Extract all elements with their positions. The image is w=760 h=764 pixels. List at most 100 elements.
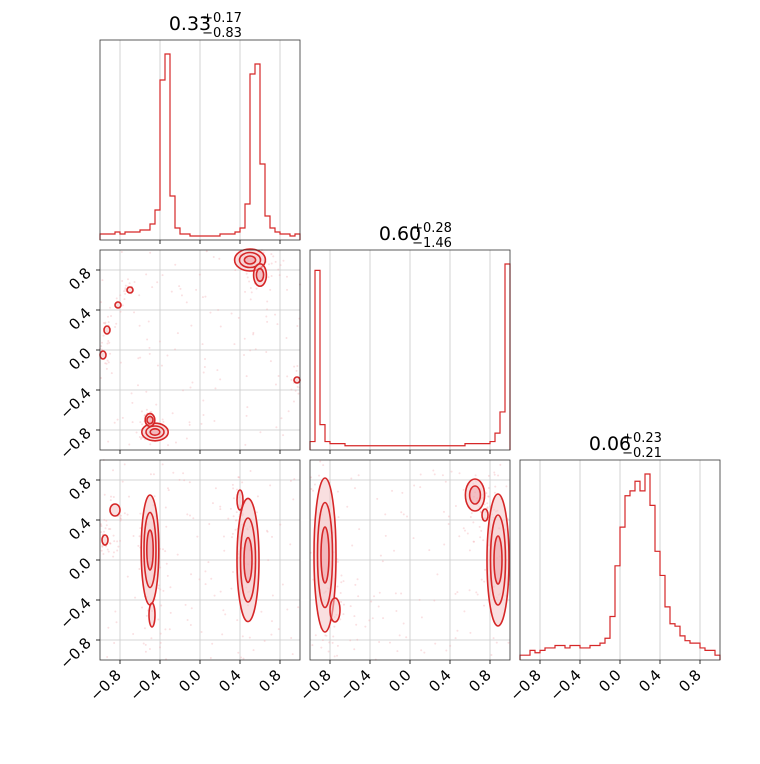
sample-point <box>248 636 251 639</box>
contour-level <box>468 485 482 505</box>
sample-point <box>109 542 112 545</box>
sample-point <box>191 381 194 384</box>
sample-point <box>441 474 444 477</box>
sample-point <box>119 539 122 542</box>
sample-point <box>158 340 161 343</box>
sample-point <box>293 478 296 481</box>
sample-point <box>255 287 258 290</box>
sample-point <box>115 322 118 325</box>
sample-point <box>151 286 154 289</box>
sample-point <box>297 392 300 395</box>
sample-point <box>234 519 237 522</box>
sample-point <box>353 487 356 490</box>
x-tick-label: 0.8 <box>255 666 285 696</box>
y-tick-label: 0.4 <box>65 304 95 334</box>
contour-level <box>149 427 161 436</box>
sample-point <box>472 521 475 524</box>
sample-point <box>140 436 143 439</box>
sample-point <box>393 549 396 552</box>
sample-point <box>216 369 219 372</box>
title-plus-error: +0.17 <box>202 11 242 26</box>
title-minus-error: −0.83 <box>202 26 242 41</box>
contour-level <box>320 526 330 584</box>
sample-point <box>266 300 269 303</box>
sample-point <box>274 260 277 263</box>
contour-level <box>239 517 257 603</box>
sample-point <box>356 578 359 581</box>
x-tick-label: 0.0 <box>595 666 625 696</box>
sample-point <box>147 320 150 323</box>
sample-point <box>378 640 381 643</box>
sample-point <box>101 279 104 282</box>
contour-level <box>114 301 122 309</box>
sample-point <box>119 517 122 520</box>
sample-point <box>190 607 193 610</box>
sample-point <box>107 550 110 553</box>
x-tick-label: 0.8 <box>465 666 495 696</box>
sample-point <box>269 484 272 487</box>
sample-point <box>295 369 298 372</box>
sample-point <box>162 420 165 423</box>
sample-point <box>204 295 207 298</box>
sample-point <box>164 506 167 509</box>
sample-point <box>474 474 477 477</box>
x-tick-label: −0.4 <box>126 666 164 704</box>
sample-point <box>128 282 131 285</box>
sample-point <box>276 323 279 326</box>
title-plus-error: +0.28 <box>412 221 452 236</box>
sample-point <box>241 481 244 484</box>
sample-point <box>117 545 120 548</box>
sample-point <box>493 473 496 476</box>
sample-point <box>121 416 124 419</box>
sample-point <box>100 348 103 351</box>
sample-point <box>447 515 450 518</box>
sample-point <box>340 581 343 584</box>
x-tick-label: 0.8 <box>675 666 705 696</box>
sample-point <box>166 574 169 577</box>
sample-point <box>207 561 210 564</box>
sample-point <box>126 278 129 281</box>
sample-point <box>141 423 144 426</box>
y-tick-label: 0.0 <box>65 344 95 374</box>
sample-point <box>357 474 360 477</box>
sample-point <box>336 654 339 657</box>
sample-point <box>401 491 404 494</box>
sample-point <box>281 583 284 586</box>
sample-point <box>266 320 269 323</box>
sample-point <box>127 495 130 498</box>
sample-point <box>456 629 459 632</box>
sample-point <box>483 604 486 607</box>
sample-point <box>106 656 109 659</box>
sample-point <box>321 639 324 642</box>
sample-point <box>108 341 111 344</box>
sample-point <box>350 477 353 480</box>
x-tick-label: 0.4 <box>215 666 245 696</box>
sample-point <box>279 523 282 526</box>
contour-level <box>103 325 111 335</box>
sample-point <box>433 473 436 476</box>
sample-point <box>157 618 160 621</box>
sample-point <box>241 635 244 638</box>
sample-point <box>364 625 367 628</box>
sample-point <box>224 613 227 616</box>
sample-point <box>212 256 215 259</box>
sample-point <box>119 514 122 517</box>
sample-point <box>214 387 217 390</box>
sample-point <box>166 487 169 490</box>
sample-point <box>447 522 450 525</box>
contour-level <box>99 350 107 360</box>
sample-point <box>445 649 448 652</box>
sample-point <box>270 253 273 256</box>
sample-point <box>349 605 352 608</box>
sample-point <box>436 573 439 576</box>
sample-point <box>110 495 113 498</box>
sample-point <box>325 634 328 637</box>
sample-point <box>470 512 473 515</box>
sample-point <box>285 336 288 339</box>
sample-point <box>221 633 224 636</box>
histogram-title: 0.06 <box>589 433 631 455</box>
sample-point <box>112 495 115 498</box>
sample-point <box>278 274 281 277</box>
sample-point <box>497 474 500 477</box>
sample-point <box>119 518 122 521</box>
